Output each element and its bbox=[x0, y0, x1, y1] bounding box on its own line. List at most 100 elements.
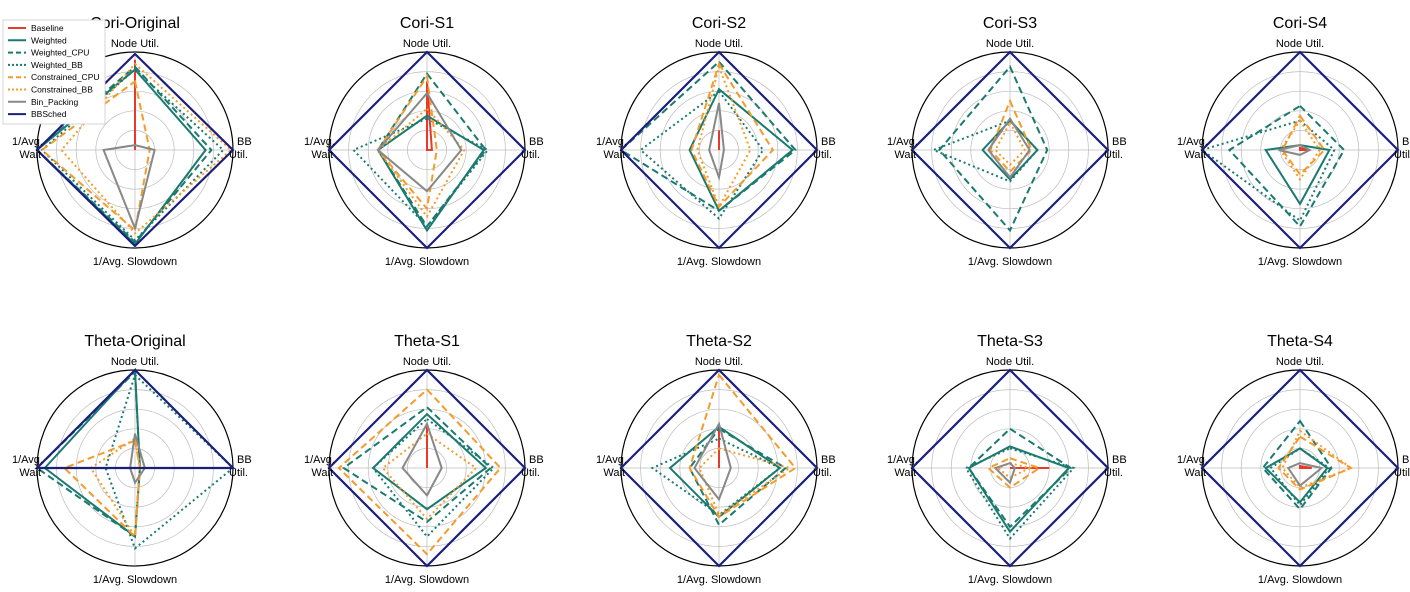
series-weighted-bb bbox=[639, 89, 765, 221]
axis-label-left-line2: Wait bbox=[19, 467, 41, 479]
axis-label-top: Node Util. bbox=[986, 356, 1034, 368]
axis-label-left-line1: 1/Avg. bbox=[1177, 454, 1208, 466]
axis-label-bottom: 1/Avg. Slowdown bbox=[1258, 574, 1342, 586]
series-weighted bbox=[371, 412, 488, 511]
axis-label-bottom: 1/Avg. Slowdown bbox=[677, 574, 761, 586]
axis-label-bottom: 1/Avg. Slowdown bbox=[677, 256, 761, 268]
axis-label-right-line2: Util. bbox=[1104, 467, 1123, 479]
series-weighted bbox=[1264, 144, 1331, 206]
series-constrained-cpu bbox=[690, 61, 775, 209]
legend: Baseline Weighted Weighted_CPU Weighted_BB C… bbox=[2, 19, 106, 125]
axis-label-top: Node Util. bbox=[403, 356, 451, 368]
axis-label-right-line2: Util. bbox=[229, 467, 248, 479]
series-bbsched bbox=[619, 50, 819, 250]
axis-label-bottom: 1/Avg. Slowdown bbox=[968, 256, 1052, 268]
legend-label: Weighted_CPU bbox=[31, 48, 89, 58]
axis-label-left-line2: Wait bbox=[603, 149, 625, 161]
legend-box bbox=[2, 19, 106, 125]
axis-label-top: Node Util. bbox=[695, 356, 743, 368]
series-weighted-cpu bbox=[341, 405, 493, 524]
axis-label-bottom: 1/Avg. Slowdown bbox=[968, 574, 1052, 586]
series-bin-packing bbox=[693, 421, 732, 502]
legend-label: Bin_Packing bbox=[31, 97, 79, 107]
series-weighted bbox=[1264, 447, 1329, 504]
legend-label: Constrained_BB bbox=[31, 85, 93, 95]
panel-title: Cori-S3 bbox=[983, 15, 1037, 32]
axis-label-left-line2: Wait bbox=[1184, 467, 1206, 479]
axis-label-left-line1: 1/Avg. bbox=[887, 136, 918, 148]
axis-label-top: Node Util. bbox=[986, 38, 1034, 50]
axis-label-top: Node Util. bbox=[111, 356, 159, 368]
series-bbsched bbox=[910, 368, 1110, 568]
series-weighted-cpu bbox=[1227, 104, 1346, 229]
series-constrained-bb bbox=[381, 432, 478, 521]
series-constrained-cpu bbox=[62, 439, 141, 539]
axis-label-right-line2: Util. bbox=[229, 149, 248, 161]
axis-label-right-line2: Util. bbox=[1104, 149, 1123, 161]
series-bin-packing bbox=[987, 116, 1031, 180]
legend-label: Weighted bbox=[31, 35, 67, 45]
axis-label-right-line1: BB bbox=[1112, 136, 1127, 148]
series-weighted-cpu bbox=[619, 60, 797, 213]
panel-title: Theta-S4 bbox=[1267, 333, 1333, 350]
series-constrained-bb bbox=[994, 120, 1026, 167]
axis-label-bottom: 1/Avg. Slowdown bbox=[385, 574, 469, 586]
axis-label-left-line1: 1/Avg. bbox=[887, 454, 918, 466]
series-constrained-cpu bbox=[688, 372, 797, 519]
axis-label-left-line2: Wait bbox=[894, 467, 916, 479]
axis-label-left-line1: 1/Avg. bbox=[1177, 136, 1208, 148]
panel-title: Cori-S4 bbox=[1273, 15, 1327, 32]
axis-label-right-line1: BB bbox=[821, 454, 836, 466]
axis-label-left-line2: Wait bbox=[603, 467, 625, 479]
legend-label: BBSched bbox=[31, 109, 67, 119]
axis-label-left-line1: 1/Avg. bbox=[596, 136, 627, 148]
series-weighted-bb bbox=[930, 119, 1039, 183]
series-bin-packing bbox=[1278, 144, 1313, 156]
series-weighted-bb bbox=[650, 437, 782, 517]
axis-label-right-line2: Util. bbox=[1394, 467, 1410, 479]
axis-label-right-line2: Util. bbox=[521, 149, 540, 161]
axis-label-top: Node Util. bbox=[403, 38, 451, 50]
axis-label-right-line1: BB bbox=[1402, 454, 1410, 466]
axis-label-left-line2: Wait bbox=[19, 149, 41, 161]
axis-label-left-line1: 1/Avg. bbox=[12, 454, 43, 466]
series-bin-packing bbox=[376, 91, 463, 193]
series-weighted-cpu bbox=[35, 369, 141, 539]
series-bbsched bbox=[34, 368, 236, 470]
series-weighted-bb bbox=[1269, 447, 1331, 507]
series-constrained-bb bbox=[1279, 118, 1321, 182]
series-bbsched bbox=[1200, 368, 1400, 568]
axis-label-bottom: 1/Avg. Slowdown bbox=[385, 256, 469, 268]
axis-label-left-line1: 1/Avg. bbox=[304, 454, 335, 466]
axis-label-left-line2: Wait bbox=[1184, 149, 1206, 161]
axis-label-left-line2: Wait bbox=[894, 149, 916, 161]
series-bin-packing bbox=[708, 102, 725, 182]
axis-label-right-line2: Util. bbox=[1394, 149, 1410, 161]
axis-label-right-line2: Util. bbox=[813, 467, 832, 479]
axis-label-left-line1: 1/Avg. bbox=[596, 454, 627, 466]
series-constrained-cpu bbox=[40, 79, 151, 233]
series-weighted-bb bbox=[351, 117, 490, 228]
series-constrained-cpu bbox=[337, 388, 502, 556]
series-weighted-bb bbox=[964, 447, 1076, 541]
axis-label-right-line2: Util. bbox=[813, 149, 832, 161]
panel-title: Theta-S2 bbox=[686, 333, 752, 350]
series-constrained-cpu bbox=[986, 457, 1042, 489]
axis-label-right-line1: BB bbox=[529, 454, 544, 466]
axis-label-left-line1: 1/Avg. bbox=[304, 136, 335, 148]
series-bbsched bbox=[619, 368, 819, 568]
axis-label-top: Node Util. bbox=[695, 38, 743, 50]
axis-label-top: Node Util. bbox=[111, 38, 159, 50]
series-weighted-cpu bbox=[967, 427, 1073, 529]
axis-label-right-line1: BB bbox=[529, 136, 544, 148]
series-weighted-bb bbox=[1199, 119, 1336, 223]
legend-label: Weighted_BB bbox=[31, 60, 83, 70]
axis-label-left-line2: Wait bbox=[311, 149, 333, 161]
panel-title: Cori-Original bbox=[90, 15, 180, 32]
